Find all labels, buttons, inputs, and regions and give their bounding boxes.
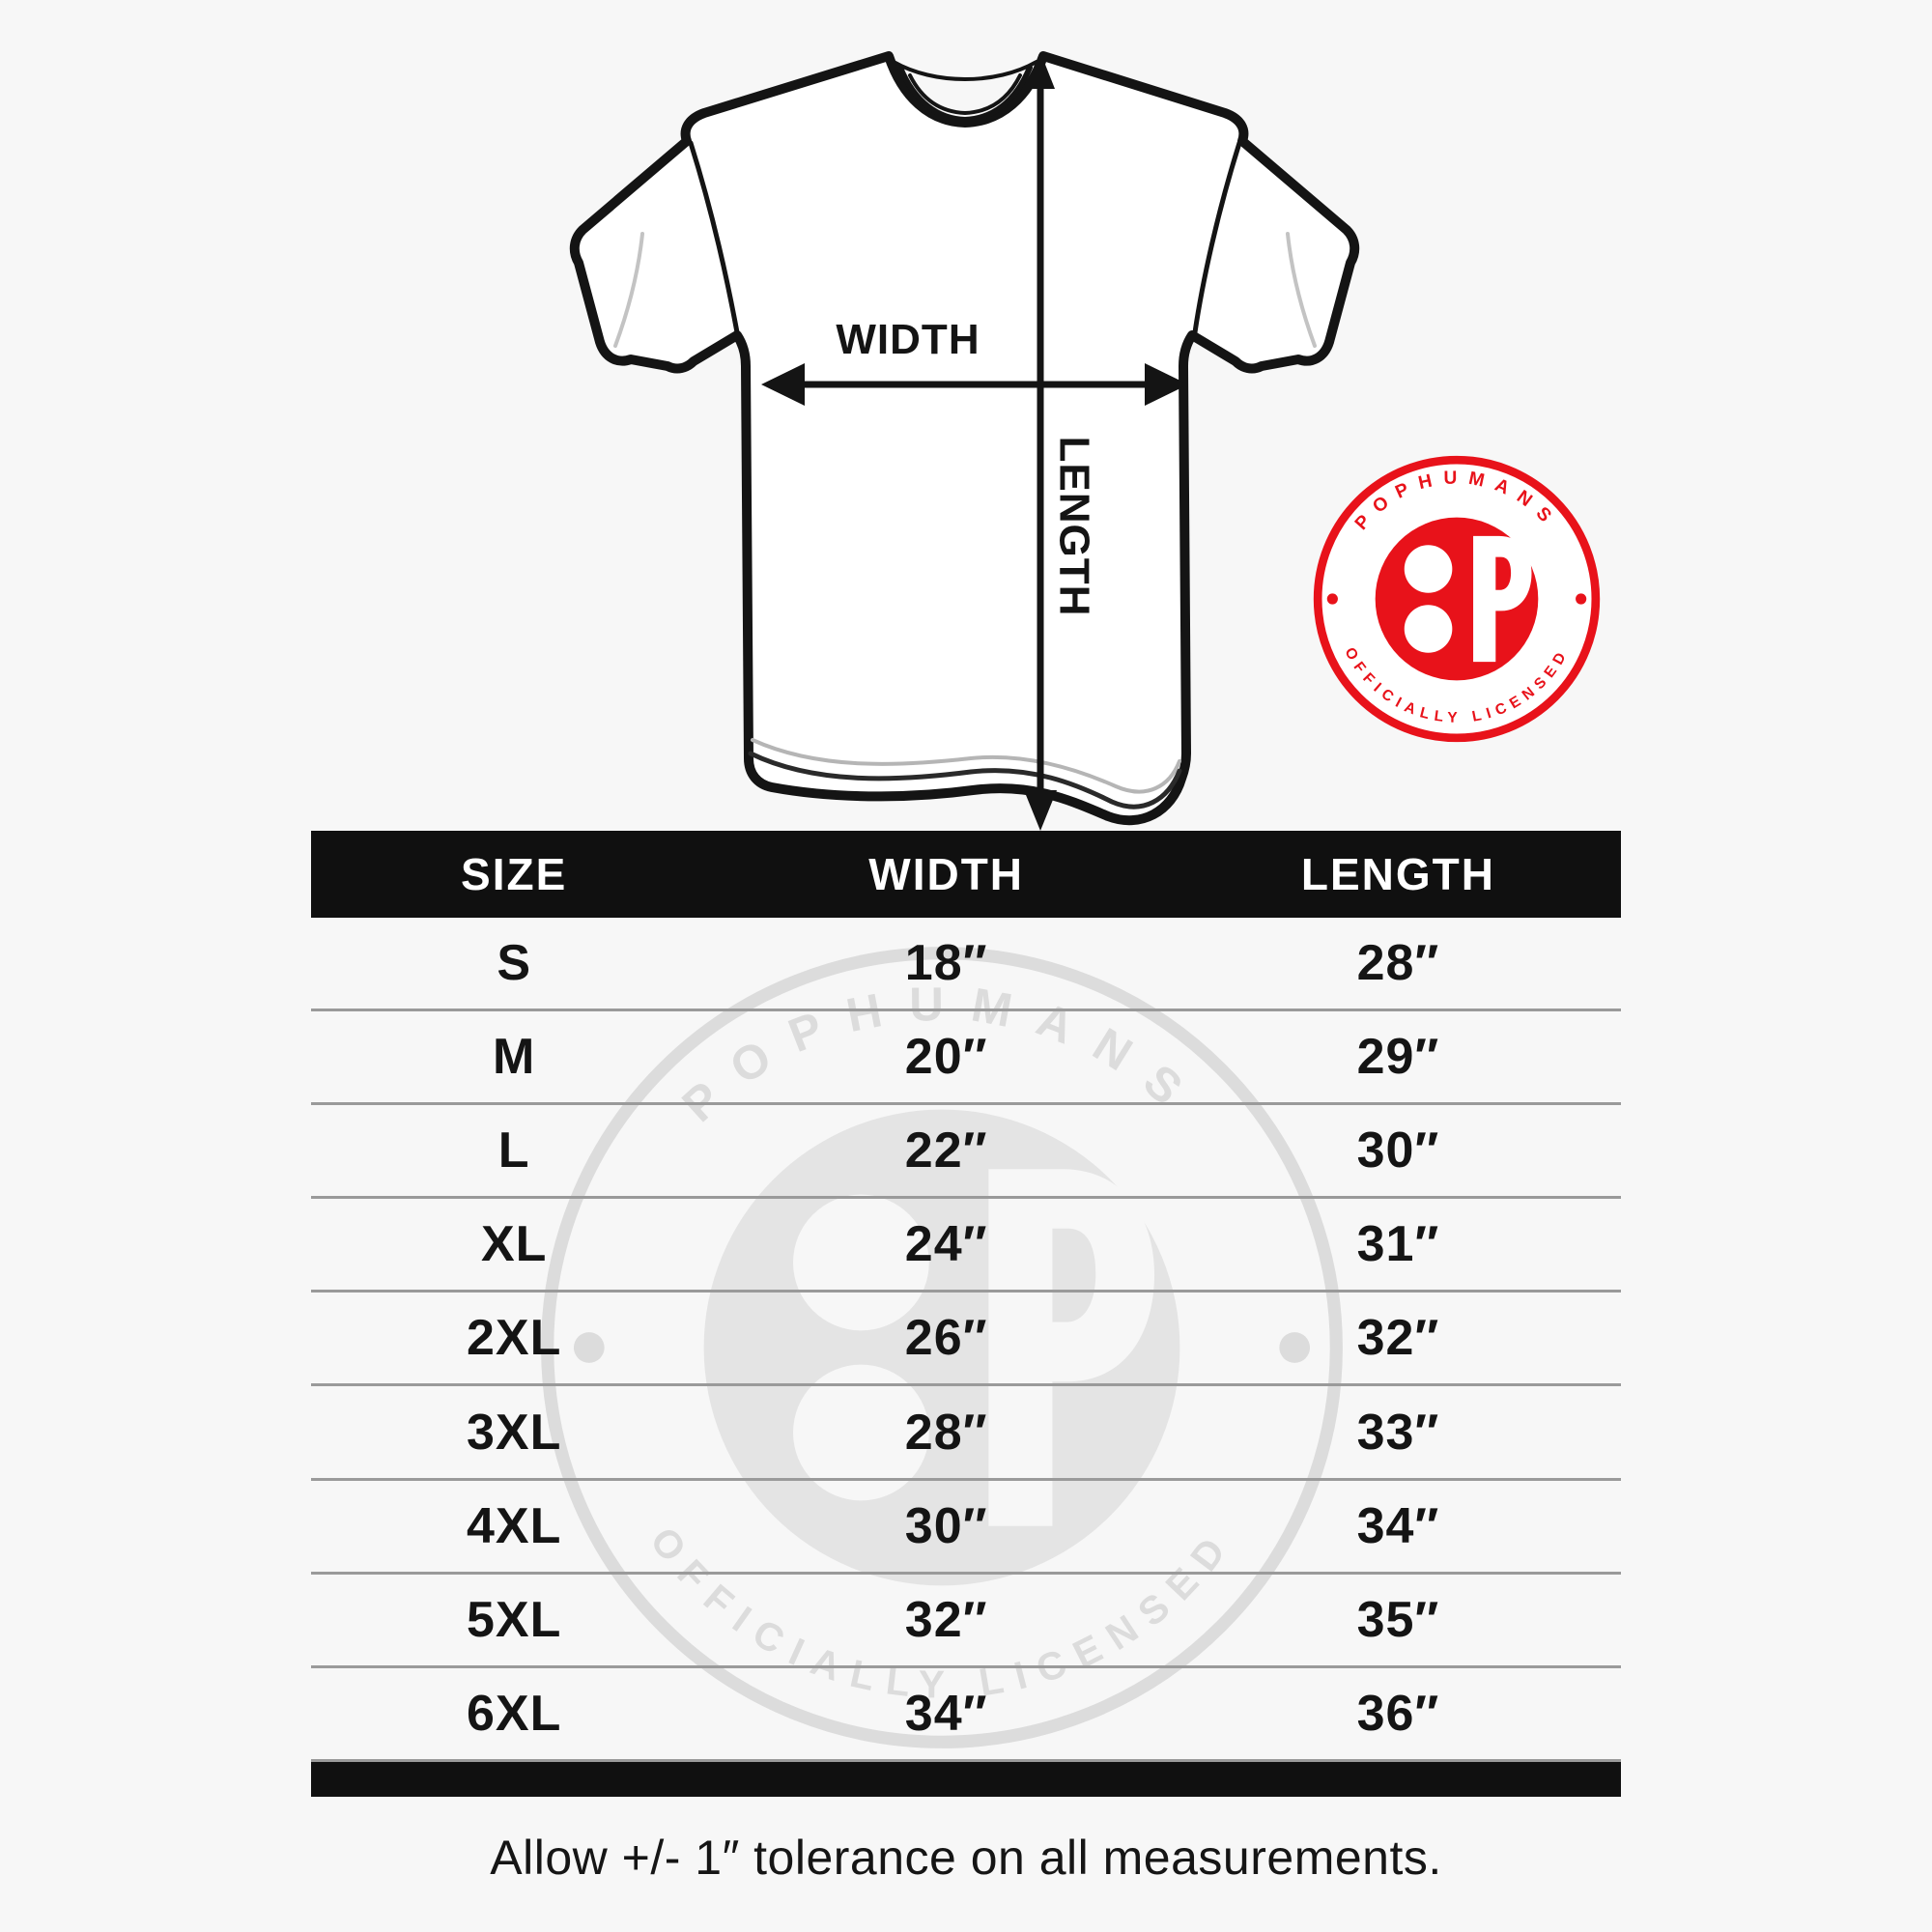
- width-cell: 26″: [904, 1310, 988, 1367]
- size-cell: M: [493, 1029, 536, 1086]
- collar-inner-line: [908, 73, 1022, 116]
- size-table: SIZE WIDTH LENGTH S 18″ 28″ M 20″ 29″ L …: [311, 831, 1621, 1797]
- badge-left-dot: [1326, 593, 1338, 605]
- length-cell: 32″: [1356, 1310, 1440, 1367]
- size-cell: 6XL: [466, 1685, 562, 1742]
- collar-ribbing-line: [897, 65, 1033, 124]
- width-cell: 22″: [904, 1122, 988, 1179]
- table-end-bar: [311, 1761, 1621, 1797]
- watermark-left-dot: [573, 1332, 605, 1363]
- width-cell: 34″: [904, 1685, 988, 1742]
- left-sleeve-seam: [688, 140, 740, 335]
- hem-fold-dark: [748, 751, 1182, 810]
- length-cell: 29″: [1356, 1029, 1440, 1086]
- table-row: XL 24″ 31″: [311, 1199, 1621, 1293]
- length-cell: 31″: [1356, 1216, 1440, 1273]
- size-cell: 5XL: [466, 1591, 562, 1648]
- watermark-right-dot: [1279, 1332, 1311, 1363]
- size-cell: 4XL: [466, 1497, 562, 1554]
- right-cuff-shade: [1286, 232, 1317, 348]
- watermark-logo-monogram: [793, 1169, 1154, 1526]
- tolerance-note: Allow +/- 1″ tolerance on all measuremen…: [490, 1831, 1442, 1885]
- table-row: 5XL 32″ 35″: [311, 1575, 1621, 1668]
- brand-watermark: POPHUMANS OFFICIALLY LICENSED: [541, 947, 1343, 1748]
- width-cell: 32″: [904, 1591, 988, 1648]
- officially-licensed-badge: POPHUMANS OFFICIALLY LICENSED: [1313, 455, 1601, 743]
- length-arrow-top-head: [1026, 52, 1055, 89]
- back-collar-line: [892, 60, 1038, 81]
- length-arrow-bottom-head: [1024, 790, 1057, 831]
- table-row: 2XL 26″ 32″: [311, 1293, 1621, 1387]
- hem-fold-light: [751, 738, 1181, 794]
- size-cell: S: [497, 935, 532, 992]
- length-cell: 33″: [1356, 1404, 1440, 1461]
- length-cell: 35″: [1356, 1591, 1440, 1648]
- width-cell: 28″: [904, 1404, 988, 1461]
- size-cell: 2XL: [466, 1310, 562, 1367]
- table-header: SIZE WIDTH LENGTH: [311, 831, 1621, 918]
- badge-right-dot: [1576, 593, 1587, 605]
- right-sleeve-seam: [1192, 140, 1242, 335]
- table-row: 4XL 30″ 34″: [311, 1481, 1621, 1575]
- table-row: M 20″ 29″: [311, 1011, 1621, 1106]
- width-cell: 24″: [904, 1216, 988, 1273]
- length-cell: 30″: [1356, 1122, 1440, 1179]
- width-arrow-left-head: [761, 363, 805, 406]
- table-row: S 18″ 28″: [311, 918, 1621, 1012]
- table-row: L 22″ 30″: [311, 1105, 1621, 1200]
- width-label: WIDTH: [836, 316, 980, 363]
- table-row: 6XL 34″ 36″: [311, 1668, 1621, 1762]
- watermark-ring: [541, 947, 1343, 1748]
- width-cell: 18″: [904, 935, 988, 992]
- length-cell: 36″: [1356, 1685, 1440, 1742]
- table-row: 3XL 28″ 33″: [311, 1386, 1621, 1481]
- header-cell-length: LENGTH: [1300, 849, 1496, 899]
- length-label: LENGTH: [1051, 437, 1098, 617]
- length-cell: 34″: [1356, 1497, 1440, 1554]
- size-cell: XL: [480, 1216, 548, 1273]
- width-cell: 30″: [904, 1497, 988, 1554]
- width-arrow-right-head: [1145, 363, 1188, 406]
- header-cell-size: SIZE: [461, 849, 568, 899]
- size-cell: 3XL: [466, 1404, 562, 1461]
- badge-logo-monogram: [1404, 535, 1532, 663]
- length-cell: 28″: [1356, 935, 1440, 992]
- tshirt-diagram: WIDTH LENGTH: [569, 51, 1360, 831]
- size-cell: L: [497, 1122, 530, 1179]
- width-cell: 20″: [904, 1029, 988, 1086]
- tshirt-outline: [569, 51, 1360, 826]
- left-cuff-shade: [613, 232, 644, 348]
- header-cell-width: WIDTH: [868, 849, 1025, 899]
